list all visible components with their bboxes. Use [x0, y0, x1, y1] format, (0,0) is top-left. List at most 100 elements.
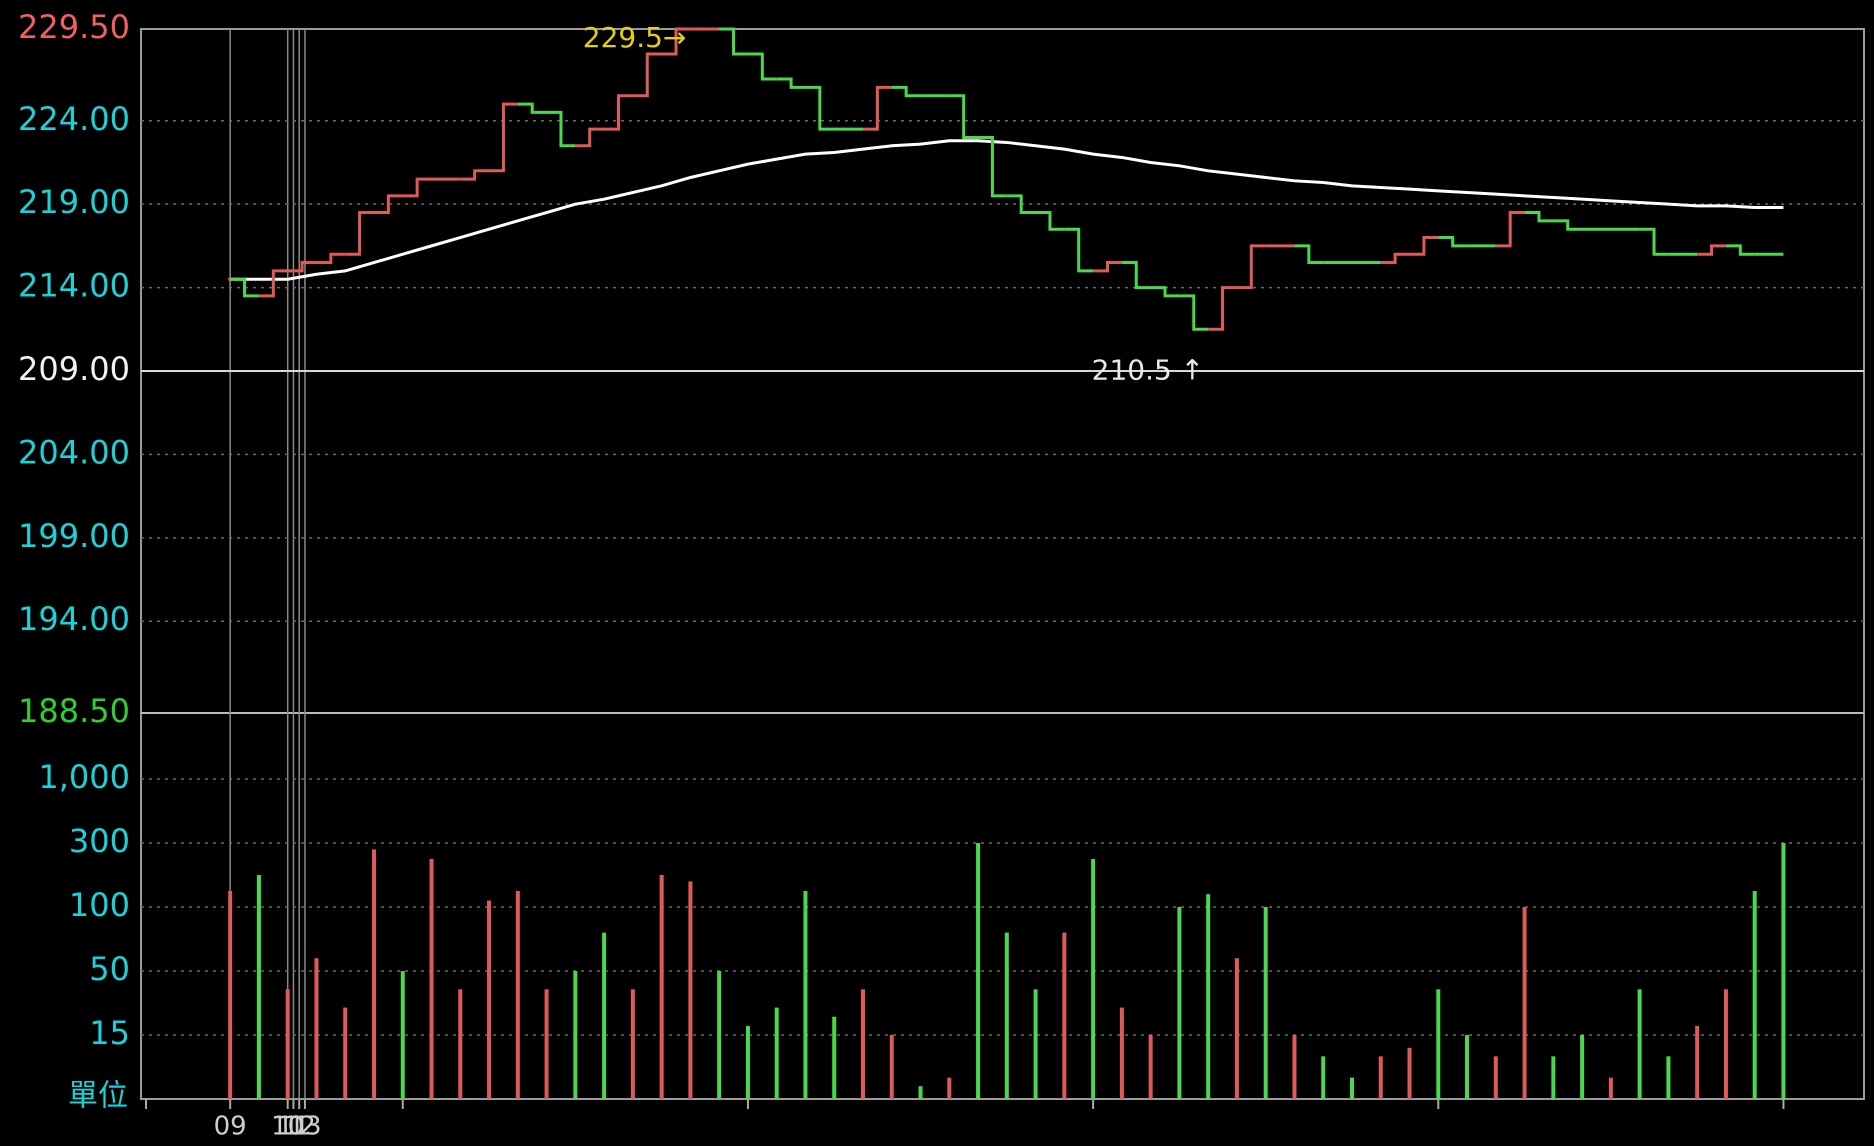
volume-bar — [602, 932, 607, 1099]
volume-bar — [573, 971, 578, 1099]
volume-bar — [688, 881, 693, 1099]
price-segment — [1639, 227, 1669, 256]
price-segment — [747, 52, 777, 81]
volume-bar — [343, 1007, 348, 1099]
price-segment — [632, 52, 662, 98]
y-tick-label: 224.00 — [18, 100, 130, 138]
price-segment — [776, 77, 806, 89]
volume-bar — [1091, 859, 1096, 1099]
price-segment — [891, 85, 921, 98]
volume-bar — [1349, 1077, 1354, 1099]
price-segment — [1697, 244, 1726, 256]
volume-bar — [285, 989, 290, 1099]
price-segment — [978, 135, 1007, 198]
volume-bar — [1465, 1035, 1470, 1099]
price-segment — [575, 127, 605, 148]
y-tick-label: 50 — [89, 950, 130, 988]
volume-bar — [1723, 989, 1728, 1099]
y-tick-label: 15 — [89, 1014, 130, 1052]
volume-bar — [1522, 907, 1527, 1099]
price-segment — [287, 261, 317, 273]
annotation: 210.5 ↑ — [1092, 353, 1205, 386]
x-tick-label: 13 — [288, 1112, 321, 1142]
volume-bar — [1752, 891, 1757, 1099]
price-segment — [719, 27, 748, 56]
volume-bar — [228, 891, 233, 1099]
price-segment — [1495, 211, 1525, 248]
price-segment — [1553, 219, 1583, 231]
volume-bar — [860, 989, 865, 1099]
price-segment — [1438, 236, 1468, 248]
volume-bar — [1637, 989, 1642, 1099]
volume-bar — [630, 989, 635, 1099]
volume-bar — [1407, 1047, 1412, 1099]
price-segment — [489, 102, 518, 173]
volume-bar — [1436, 989, 1441, 1099]
price-segment — [949, 94, 979, 139]
x-tick-label: 12 — [283, 1112, 316, 1142]
y-tick-label: 300 — [69, 822, 130, 860]
volume-bar — [1608, 1077, 1613, 1099]
plot-frame — [140, 28, 1865, 1100]
volume-bar — [745, 1025, 750, 1099]
volume-bar — [1263, 907, 1268, 1099]
y-tick-label: 209.00 — [18, 350, 130, 388]
volume-bar — [1378, 1056, 1383, 1099]
price-segment — [373, 194, 403, 215]
volume-bar — [832, 1016, 837, 1099]
price-segment — [1006, 194, 1036, 215]
volume-bar — [1292, 1035, 1297, 1099]
volume-bar — [1004, 932, 1009, 1099]
volume-bar — [1695, 1025, 1700, 1099]
volume-bar — [1177, 907, 1182, 1099]
volume-bar — [314, 958, 319, 1099]
volume-bar — [1321, 1056, 1326, 1099]
volume-bar — [1781, 843, 1786, 1099]
volume-bar — [1580, 1035, 1585, 1099]
volume-bar — [429, 859, 434, 1099]
price-segment — [1208, 286, 1237, 331]
price-segment — [862, 85, 892, 131]
volume-bar — [1493, 1056, 1498, 1099]
volume-bar — [487, 900, 492, 1099]
y-tick-label: 219.00 — [18, 183, 130, 221]
volume-bar — [400, 971, 405, 1099]
price-segment — [460, 169, 490, 181]
x-tick-label: 09 — [214, 1112, 247, 1142]
volume-bar — [256, 875, 261, 1099]
price-segment — [402, 177, 432, 198]
volume-bar — [1119, 1007, 1124, 1099]
price-segment — [258, 269, 288, 298]
volume-bar — [1062, 932, 1067, 1099]
price-segment — [1294, 244, 1324, 265]
y-tick-label: 229.50 — [18, 8, 130, 46]
volume-bar — [803, 891, 808, 1099]
price-segment — [316, 252, 346, 265]
y-tick-label: 214.00 — [18, 267, 130, 305]
volume-bar — [544, 989, 549, 1099]
annotation: 229.5→ — [583, 21, 687, 54]
volume-bar — [1551, 1056, 1556, 1099]
price-segment — [345, 211, 374, 256]
price-segment — [1035, 211, 1065, 231]
volume-bar — [659, 875, 664, 1099]
price-segment — [1064, 227, 1094, 273]
price-segment — [230, 277, 259, 298]
x-tick-label: 10 — [271, 1112, 304, 1142]
price-segment — [1380, 252, 1410, 265]
volume-bar — [458, 989, 463, 1099]
price-segment — [1725, 244, 1755, 256]
volume-bar — [717, 971, 722, 1099]
volume-bar — [1206, 894, 1211, 1099]
volume-bar — [889, 1035, 894, 1099]
volume-bar — [947, 1077, 952, 1099]
volume-bar — [918, 1086, 923, 1099]
y-tick-label: 194.00 — [18, 600, 130, 638]
volume-bar — [976, 843, 981, 1099]
volume-bar — [1148, 1035, 1153, 1099]
price-segment — [1121, 261, 1151, 290]
price-segment — [805, 85, 835, 131]
